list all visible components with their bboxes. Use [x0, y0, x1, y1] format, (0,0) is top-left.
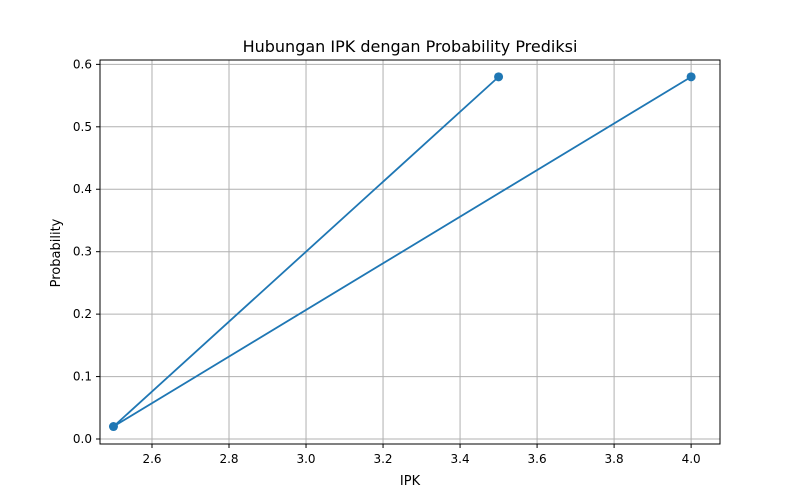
x-axis-label: IPK — [400, 474, 421, 489]
x-tick-label: 3.0 — [296, 452, 315, 466]
x-tick-label: 3.6 — [528, 452, 547, 466]
series-layer — [108, 72, 696, 432]
y-tick-label: 0.3 — [73, 245, 92, 259]
y-tick-label: 0.2 — [73, 307, 92, 321]
y-tick-label: 0.1 — [73, 370, 92, 384]
x-tick-label: 3.4 — [451, 452, 470, 466]
chart-title: Hubungan IPK dengan Probability Prediksi — [243, 37, 578, 56]
y-tick-label: 0.5 — [73, 120, 92, 134]
y-tick-label: 0.6 — [73, 57, 92, 71]
grid — [100, 60, 720, 444]
data-point — [108, 422, 118, 432]
x-tick-label: 4.0 — [682, 452, 701, 466]
y-axis-label: Probability — [49, 218, 64, 287]
x-tick-label: 3.8 — [605, 452, 624, 466]
y-tick-label: 0.0 — [73, 432, 92, 446]
data-point — [494, 72, 504, 82]
ticks: 2.6 2.8 3.0 3.2 3.4 3.6 3.8 4.0 0.0 0.1 0.2 0.3 0.4 0… — [73, 57, 701, 466]
x-tick-label: 2.6 — [142, 452, 161, 466]
x-tick-label: 2.8 — [219, 452, 238, 466]
y-tick-label: 0.4 — [73, 182, 92, 196]
data-point — [686, 72, 696, 82]
x-tick-label: 3.2 — [373, 452, 392, 466]
